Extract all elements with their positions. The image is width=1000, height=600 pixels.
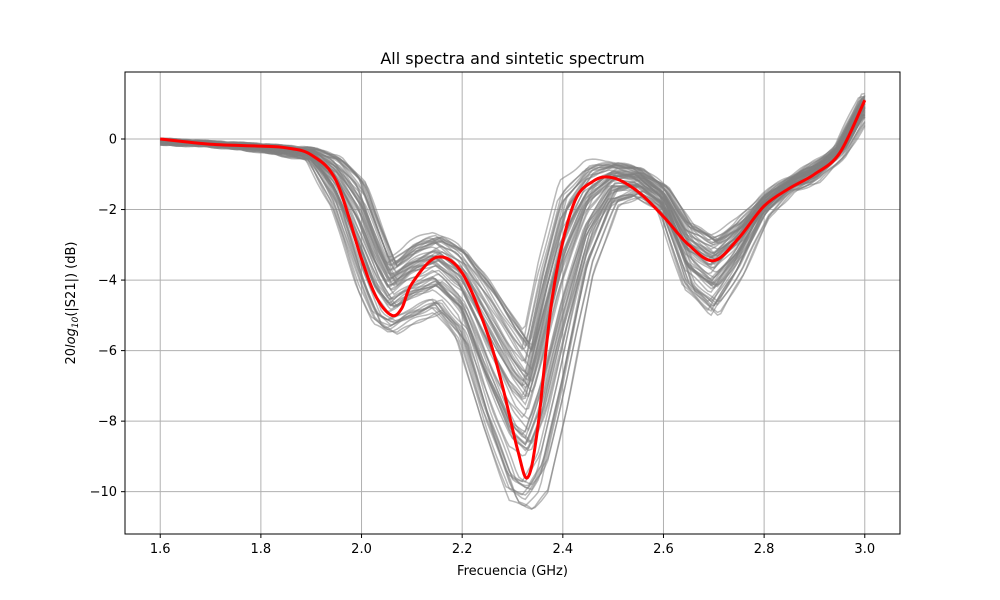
synthetic-spectrum: [160, 99, 867, 480]
x-tick-label: 3.0: [854, 542, 875, 557]
y-axis-label: 20log10(|S21|) (dB): [64, 242, 81, 365]
y-tick-label: 0: [109, 133, 117, 148]
x-axis-label: Frecuencia (GHz): [457, 564, 568, 579]
sample-spectrum-line: [160, 92, 865, 331]
sample-spectrum-line: [160, 100, 865, 401]
x-tick-label: 2.8: [754, 542, 775, 557]
y-axis-label-sub: 10: [71, 316, 81, 328]
x-tick-label: 1.6: [150, 542, 171, 557]
sample-spectrum-line: [160, 113, 866, 489]
x-tick-label: 2.0: [351, 542, 372, 557]
synthetic-spectrum-line: [160, 99, 867, 480]
chart-title: All spectra and sintetic spectrum: [380, 49, 644, 68]
y-tick-label: −4: [98, 274, 117, 289]
y-axis-label-suffix: (|S21|) (dB): [64, 242, 79, 317]
y-axis-label-prefix: 20: [64, 348, 79, 365]
y-tick-label: −6: [98, 344, 117, 359]
plot-frame: [124, 71, 901, 535]
x-tick-label: 2.4: [552, 542, 573, 557]
sample-spectrum-line: [160, 124, 866, 511]
y-tick-label: −10: [90, 485, 117, 500]
y-tick-label: −8: [98, 415, 117, 430]
y-tick-label: −2: [98, 203, 117, 218]
y-axis-label-log: log: [64, 328, 79, 348]
x-tick-label: 2.2: [452, 542, 473, 557]
x-tick-label: 1.8: [251, 542, 272, 557]
ticks-layer: 1.6 1.8 2.0 2.2 2.4 2.6 2.8 3.0 −10 −8 −6 −4 −2 0: [90, 133, 876, 557]
x-tick-label: 2.6: [653, 542, 674, 557]
